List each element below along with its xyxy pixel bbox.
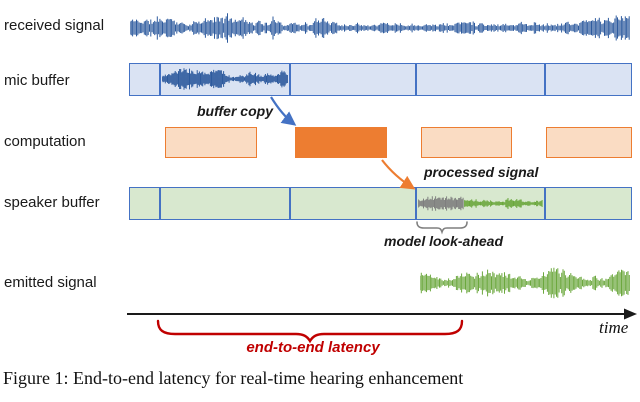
computation-block-pending [546, 127, 632, 158]
mic-buffer-divider [544, 64, 546, 95]
speaker-buffer-divider [544, 188, 546, 219]
mic-buffer-divider [159, 64, 161, 95]
buffer-copy-label: buffer copy [197, 103, 273, 119]
computation-block-pending [421, 127, 512, 158]
computation-block-active [295, 127, 387, 158]
end-to-end-latency-brace [156, 319, 464, 344]
row-label-mic-buffer: mic buffer [4, 72, 70, 89]
mic-buffer-divider [415, 64, 417, 95]
lookahead-waveform [418, 196, 464, 211]
computation-block-pending [165, 127, 257, 158]
model-lookahead-label: model look-ahead [384, 233, 504, 249]
processed-waveform [464, 198, 543, 209]
speaker-buffer-divider [415, 188, 417, 219]
mic-buffer-waveform [162, 68, 288, 90]
received-signal-waveform [130, 13, 630, 43]
row-label-emitted-signal: emitted signal [4, 274, 97, 291]
processed-signal-arrow [381, 159, 416, 190]
figure-caption: Figure 1: End-to-end latency for real-ti… [3, 368, 464, 388]
end-to-end-latency-label: end-to-end latency [246, 339, 380, 356]
buffer-copy-arrow [270, 96, 297, 126]
row-label-speaker-buffer: speaker buffer [4, 194, 100, 211]
processed-signal-label: processed signal [424, 164, 539, 180]
row-label-computation: computation [4, 133, 86, 150]
mic-buffer-divider [289, 64, 291, 95]
time-axis-label: time [599, 318, 629, 337]
speaker-buffer-divider [289, 188, 291, 219]
model-lookahead-brace [416, 221, 468, 235]
speaker-buffer-divider [159, 188, 161, 219]
speaker-buffer-bar [129, 187, 632, 220]
mic-buffer-bar [129, 63, 632, 96]
emitted-signal-waveform [420, 267, 630, 299]
row-label-received-signal: received signal [4, 17, 105, 34]
